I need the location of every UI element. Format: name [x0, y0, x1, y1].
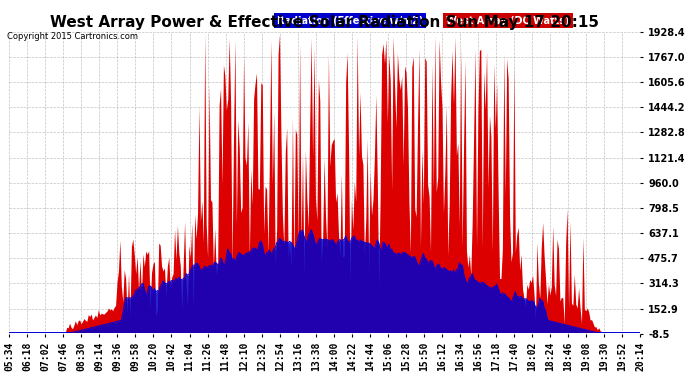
Title: West Array Power & Effective Solar Radiation Sun May 17 20:15: West Array Power & Effective Solar Radia… — [50, 15, 600, 30]
Text: Copyright 2015 Cartronics.com: Copyright 2015 Cartronics.com — [7, 32, 138, 41]
Text: Radiation (Effective w/m2): Radiation (Effective w/m2) — [277, 15, 423, 26]
Text: West Array (DC Watts): West Array (DC Watts) — [446, 15, 570, 26]
